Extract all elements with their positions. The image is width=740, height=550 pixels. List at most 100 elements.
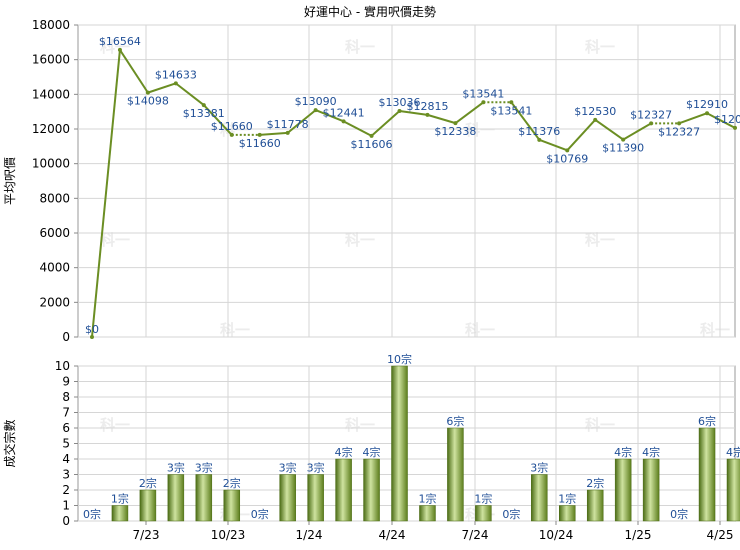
data-label: $13541 xyxy=(490,104,532,117)
data-point xyxy=(593,117,598,122)
y-tick-label: 16000 xyxy=(32,53,70,67)
data-label: $12815 xyxy=(406,100,448,113)
data-point xyxy=(145,90,150,95)
bar-label: 10宗 xyxy=(387,352,412,366)
bar-label: 1宗 xyxy=(111,492,129,506)
bar-label: 1宗 xyxy=(474,492,492,506)
bar xyxy=(279,474,296,522)
data-point xyxy=(313,108,318,113)
data-label: $12338 xyxy=(434,125,476,138)
bar-label: 3宗 xyxy=(195,461,213,475)
watermark-text: 科一 xyxy=(100,416,130,434)
data-label: $11376 xyxy=(518,125,560,138)
bar xyxy=(363,458,380,522)
bar-label: 3宗 xyxy=(530,461,548,475)
bar-label: 3宗 xyxy=(167,461,185,475)
bar xyxy=(111,505,129,522)
data-label: $11390 xyxy=(602,142,644,155)
x-tick-label: 7/24 xyxy=(462,528,489,542)
y-tick-label: 6 xyxy=(62,421,70,435)
data-point xyxy=(369,133,374,138)
y-tick-label: 0 xyxy=(62,514,70,528)
line-segment xyxy=(147,82,177,94)
data-point xyxy=(89,335,94,339)
watermark-text: 科一 xyxy=(585,416,615,434)
watermark-text: 科一 xyxy=(585,38,615,56)
data-label: $14633 xyxy=(155,68,197,81)
watermark-text: 科一 xyxy=(100,231,130,249)
data-label: $11778 xyxy=(267,118,309,131)
watermark-text: 科一 xyxy=(345,231,375,249)
x-tick-label: 10/23 xyxy=(211,528,246,542)
bar-label: 1宗 xyxy=(418,492,436,506)
bar xyxy=(698,427,716,522)
bar-label: 0宗 xyxy=(83,507,101,521)
y-tick-label: 9 xyxy=(62,375,70,389)
line-segment xyxy=(370,110,401,137)
data-point xyxy=(481,100,486,105)
line-segment xyxy=(427,113,456,125)
watermark-text: 科一 xyxy=(465,321,495,339)
bar xyxy=(195,474,213,522)
data-point xyxy=(677,121,682,126)
data-point xyxy=(201,103,206,108)
y-tick-label: 1 xyxy=(62,499,70,513)
data-point xyxy=(733,125,737,130)
y-tick-label: 3 xyxy=(62,468,70,482)
bar-label: 1宗 xyxy=(558,492,576,506)
y-tick-label: 10 xyxy=(55,359,70,373)
line-segment xyxy=(510,101,541,141)
chart-title: 好運中心 - 實用呎價走勢 xyxy=(304,4,436,19)
bar-label: 0宗 xyxy=(670,507,688,521)
data-label: $12441 xyxy=(323,106,365,119)
watermark-text: 科一 xyxy=(345,38,375,56)
line-segment xyxy=(454,101,484,124)
bar-label: 4宗 xyxy=(363,445,381,459)
y-tick-label: 4 xyxy=(62,452,70,466)
y-tick-label: 2000 xyxy=(39,295,70,309)
data-label: $0 xyxy=(85,323,99,336)
data-point xyxy=(565,148,570,153)
data-label: $11660 xyxy=(211,120,253,133)
watermark-text: 科一 xyxy=(465,121,495,139)
bar xyxy=(642,458,660,522)
bar xyxy=(475,505,492,522)
y-tick-label: 8 xyxy=(62,390,70,404)
bar-label: 6宗 xyxy=(698,414,716,428)
line-segment xyxy=(259,131,288,136)
data-point xyxy=(509,100,514,105)
data-point xyxy=(173,81,178,86)
y-tick-label: 5 xyxy=(62,437,70,451)
bar-label: 4宗 xyxy=(726,445,740,459)
bar xyxy=(391,365,408,522)
data-label: $12062 xyxy=(714,113,740,126)
data-label: $10769 xyxy=(546,152,588,165)
bar xyxy=(531,474,548,522)
bar-label: 2宗 xyxy=(223,476,241,490)
bar xyxy=(586,489,604,522)
data-label: $13036 xyxy=(379,96,421,109)
y-tick-label: 8000 xyxy=(39,191,70,205)
bar xyxy=(167,474,185,522)
line-segment xyxy=(203,104,233,136)
data-label: $13541 xyxy=(462,87,504,100)
watermark-text: 科一 xyxy=(700,321,730,339)
y-tick-label: 7 xyxy=(62,406,70,420)
y-tick-label: 6000 xyxy=(39,226,70,240)
bar-label: 3宗 xyxy=(307,461,325,475)
watermark-text: 科一 xyxy=(585,231,615,249)
bar xyxy=(307,474,324,522)
data-point xyxy=(621,137,626,142)
y-tick-label: 12000 xyxy=(32,122,70,136)
bar-label: 4宗 xyxy=(614,445,632,459)
line-segment xyxy=(594,118,624,141)
data-point xyxy=(649,121,654,126)
data-point xyxy=(285,130,290,135)
bar xyxy=(223,489,241,522)
bar xyxy=(419,505,436,522)
data-label: $11660 xyxy=(239,137,281,150)
bar xyxy=(614,458,632,522)
x-tick-label: 1/25 xyxy=(625,528,652,542)
watermark-text: 科一 xyxy=(100,38,130,56)
x-tick-label: 4/25 xyxy=(707,528,734,542)
